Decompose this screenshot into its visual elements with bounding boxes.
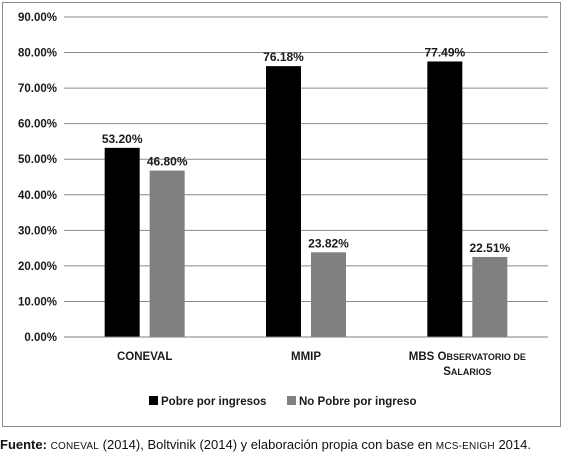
- data-label: 23.82%: [308, 236, 349, 250]
- data-labels: 53.20% 46.80% 76.18% 23.82% 77.49% 22.51%: [102, 45, 511, 254]
- x-category-label: SALARIOS: [443, 366, 491, 378]
- caption-label: Fuente:: [0, 437, 47, 452]
- figure-caption: Fuente: CONEVAL (2014), Boltvinik (2014)…: [0, 437, 565, 452]
- y-axis-ticks: 0.00% 10.00% 20.00% 30.00% 40.00% 50.00% 60.00…: [18, 12, 57, 344]
- y-tick-label: 20.00%: [18, 261, 57, 273]
- x-axis-categories: CONEVAL MMIP MBS OBSERVATORIO DE SALARIOS: [117, 351, 526, 378]
- data-label: 22.51%: [469, 241, 510, 255]
- caption-smallcaps-text: MCS-ENIGH: [435, 441, 495, 452]
- y-tick-label: 90.00%: [18, 12, 57, 24]
- bars: [104, 61, 508, 337]
- data-label: 77.49%: [424, 45, 465, 59]
- bar: [149, 170, 185, 337]
- bar: [472, 256, 508, 337]
- bar: [427, 61, 463, 337]
- caption-smallcaps-text: CONEVAL: [50, 441, 100, 452]
- legend: Pobre por ingresos No Pobre por ingreso: [149, 396, 417, 408]
- data-label: 76.18%: [263, 50, 304, 64]
- gridlines: [64, 16, 548, 302]
- y-tick-label: 40.00%: [18, 190, 57, 202]
- legend-entry: Pobre por ingresos: [161, 396, 266, 408]
- legend-swatch: [149, 396, 158, 405]
- y-tick-label: 50.00%: [18, 154, 57, 166]
- caption-text-part: 2014.: [494, 437, 531, 452]
- x-category-label: MBS OBSERVATORIO DE: [409, 351, 526, 363]
- y-tick-label: 10.00%: [18, 296, 57, 308]
- y-tick-label: 0.00%: [24, 332, 57, 344]
- x-category-label: MMIP: [291, 351, 321, 363]
- y-tick-label: 80.00%: [18, 48, 57, 60]
- bar: [266, 66, 301, 337]
- y-tick-label: 60.00%: [18, 119, 57, 131]
- data-label: 46.80%: [147, 155, 188, 169]
- legend-swatch: [287, 396, 296, 405]
- y-tick-label: 30.00%: [18, 225, 57, 237]
- legend-entry: No Pobre por ingreso: [299, 396, 417, 408]
- bar: [311, 252, 346, 337]
- data-label: 53.20%: [102, 132, 143, 146]
- caption-text-part: (2014), Boltvinik (2014) y elaboración p…: [99, 437, 436, 452]
- caption-text: CONEVAL (2014), Boltvinik (2014) y elabo…: [47, 437, 531, 452]
- x-category-label: CONEVAL: [117, 351, 172, 363]
- y-tick-label: 70.00%: [18, 83, 57, 95]
- bar-chart: 0.00% 10.00% 20.00% 30.00% 40.00% 50.00% 60.00…: [18, 12, 548, 408]
- bar: [104, 147, 140, 337]
